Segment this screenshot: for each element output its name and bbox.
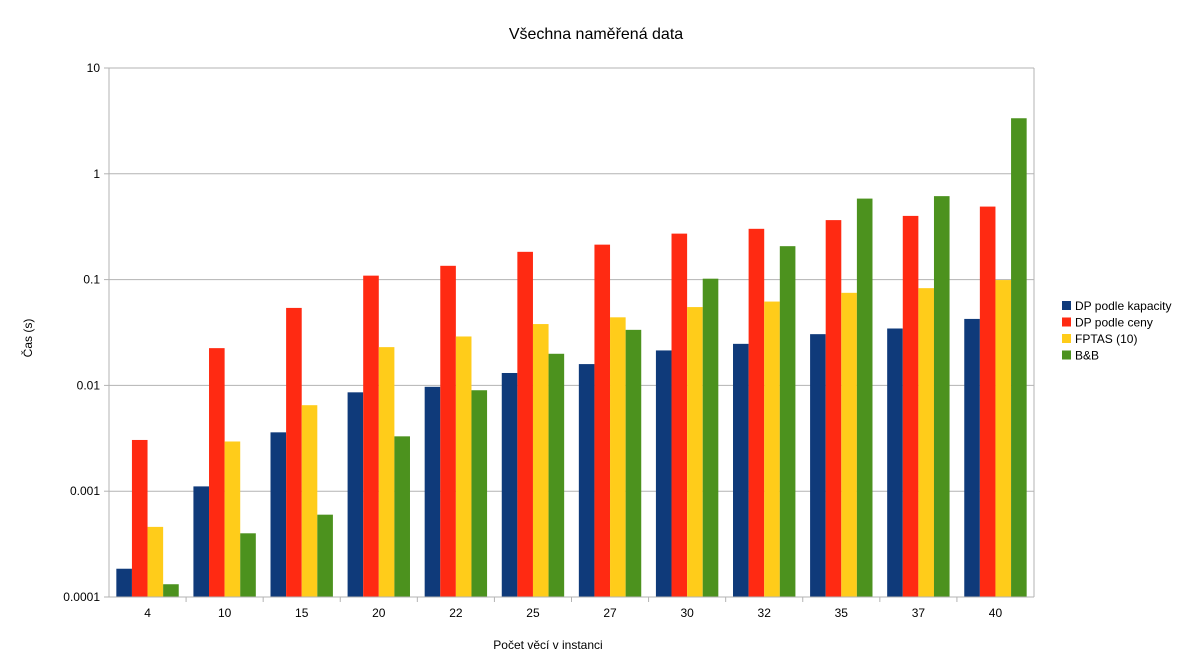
legend-swatch <box>1062 334 1071 343</box>
bar <box>979 206 996 597</box>
bar <box>163 584 179 597</box>
bars <box>116 118 1027 598</box>
bar <box>702 278 719 597</box>
x-tick-label: 32 <box>758 606 772 620</box>
bar <box>933 196 950 597</box>
bar <box>995 280 1012 597</box>
bar <box>116 568 132 597</box>
x-tick-label: 27 <box>603 606 617 620</box>
bar <box>424 386 441 597</box>
bar <box>887 328 903 597</box>
bar <box>655 350 672 597</box>
x-axis-label: Počet věcí v instanci <box>493 638 602 652</box>
bar <box>733 343 749 597</box>
bar <box>455 336 472 597</box>
x-tick-label: 30 <box>680 606 694 620</box>
x-tick-label: 37 <box>912 606 926 620</box>
y-tick-label: 1 <box>93 167 100 181</box>
x-tick-label: 10 <box>218 606 232 620</box>
bar <box>501 372 518 597</box>
bar <box>471 390 488 597</box>
legend: DP podle kapacity DP podle ceny FPTAS (10)… <box>1062 299 1172 363</box>
bar <box>347 392 364 597</box>
x-tick-label: 25 <box>526 606 540 620</box>
legend-swatch <box>1062 301 1071 310</box>
bar <box>548 353 565 597</box>
bar <box>748 228 765 597</box>
bar <box>764 301 780 597</box>
bar <box>687 307 703 597</box>
bar <box>193 486 210 597</box>
bar <box>610 317 626 597</box>
axes <box>104 67 1035 602</box>
bar <box>902 215 919 597</box>
bar <box>810 334 826 597</box>
bar <box>394 436 410 597</box>
bar <box>286 307 302 597</box>
bar <box>317 514 333 597</box>
bar <box>224 441 241 597</box>
bar <box>671 233 688 597</box>
y-tick-label: 0.01 <box>77 378 101 392</box>
bar <box>856 198 873 597</box>
x-tick-label: 22 <box>449 606 463 620</box>
bar <box>918 288 934 597</box>
y-axis-label: Čas (s) <box>20 319 35 358</box>
bar <box>578 364 595 597</box>
bar <box>440 265 456 597</box>
x-tick-label: 15 <box>295 606 309 620</box>
x-tick-label: 20 <box>372 606 386 620</box>
bar <box>594 244 611 597</box>
legend-label: DP podle kapacity <box>1075 299 1172 313</box>
y-tick-labels: 10 1 0.1 0.01 0.001 0.0001 <box>63 61 100 604</box>
bar <box>1011 118 1027 597</box>
x-tick-labels: 4 10 15 20 22 25 27 30 32 35 37 40 <box>144 606 1002 620</box>
bar <box>363 275 379 597</box>
legend-label: DP podle ceny <box>1075 316 1153 330</box>
bar <box>301 405 318 597</box>
bar <box>131 439 148 597</box>
bar <box>625 329 642 597</box>
bar <box>270 432 287 597</box>
x-tick-label: 4 <box>144 606 151 620</box>
legend-swatch <box>1062 350 1071 360</box>
bar <box>517 251 533 597</box>
y-tick-label: 0.0001 <box>63 590 100 604</box>
y-tick-label: 0.001 <box>70 484 100 498</box>
x-tick-label: 35 <box>835 606 849 620</box>
bar <box>147 526 164 597</box>
bar <box>240 533 256 597</box>
bar <box>841 292 857 597</box>
legend-label: B&B <box>1075 349 1099 363</box>
bar <box>209 348 225 597</box>
bar <box>532 324 549 597</box>
bar <box>964 318 980 597</box>
bar <box>825 220 842 598</box>
x-tick-label: 40 <box>989 606 1003 620</box>
bar <box>378 347 395 597</box>
legend-label: FPTAS (10) <box>1075 332 1137 346</box>
y-tick-label: 10 <box>87 61 101 75</box>
legend-swatch <box>1062 317 1071 327</box>
chart-title: Všechna naměřená data <box>509 26 683 43</box>
bar <box>779 246 796 598</box>
y-tick-label: 0.1 <box>83 273 100 287</box>
